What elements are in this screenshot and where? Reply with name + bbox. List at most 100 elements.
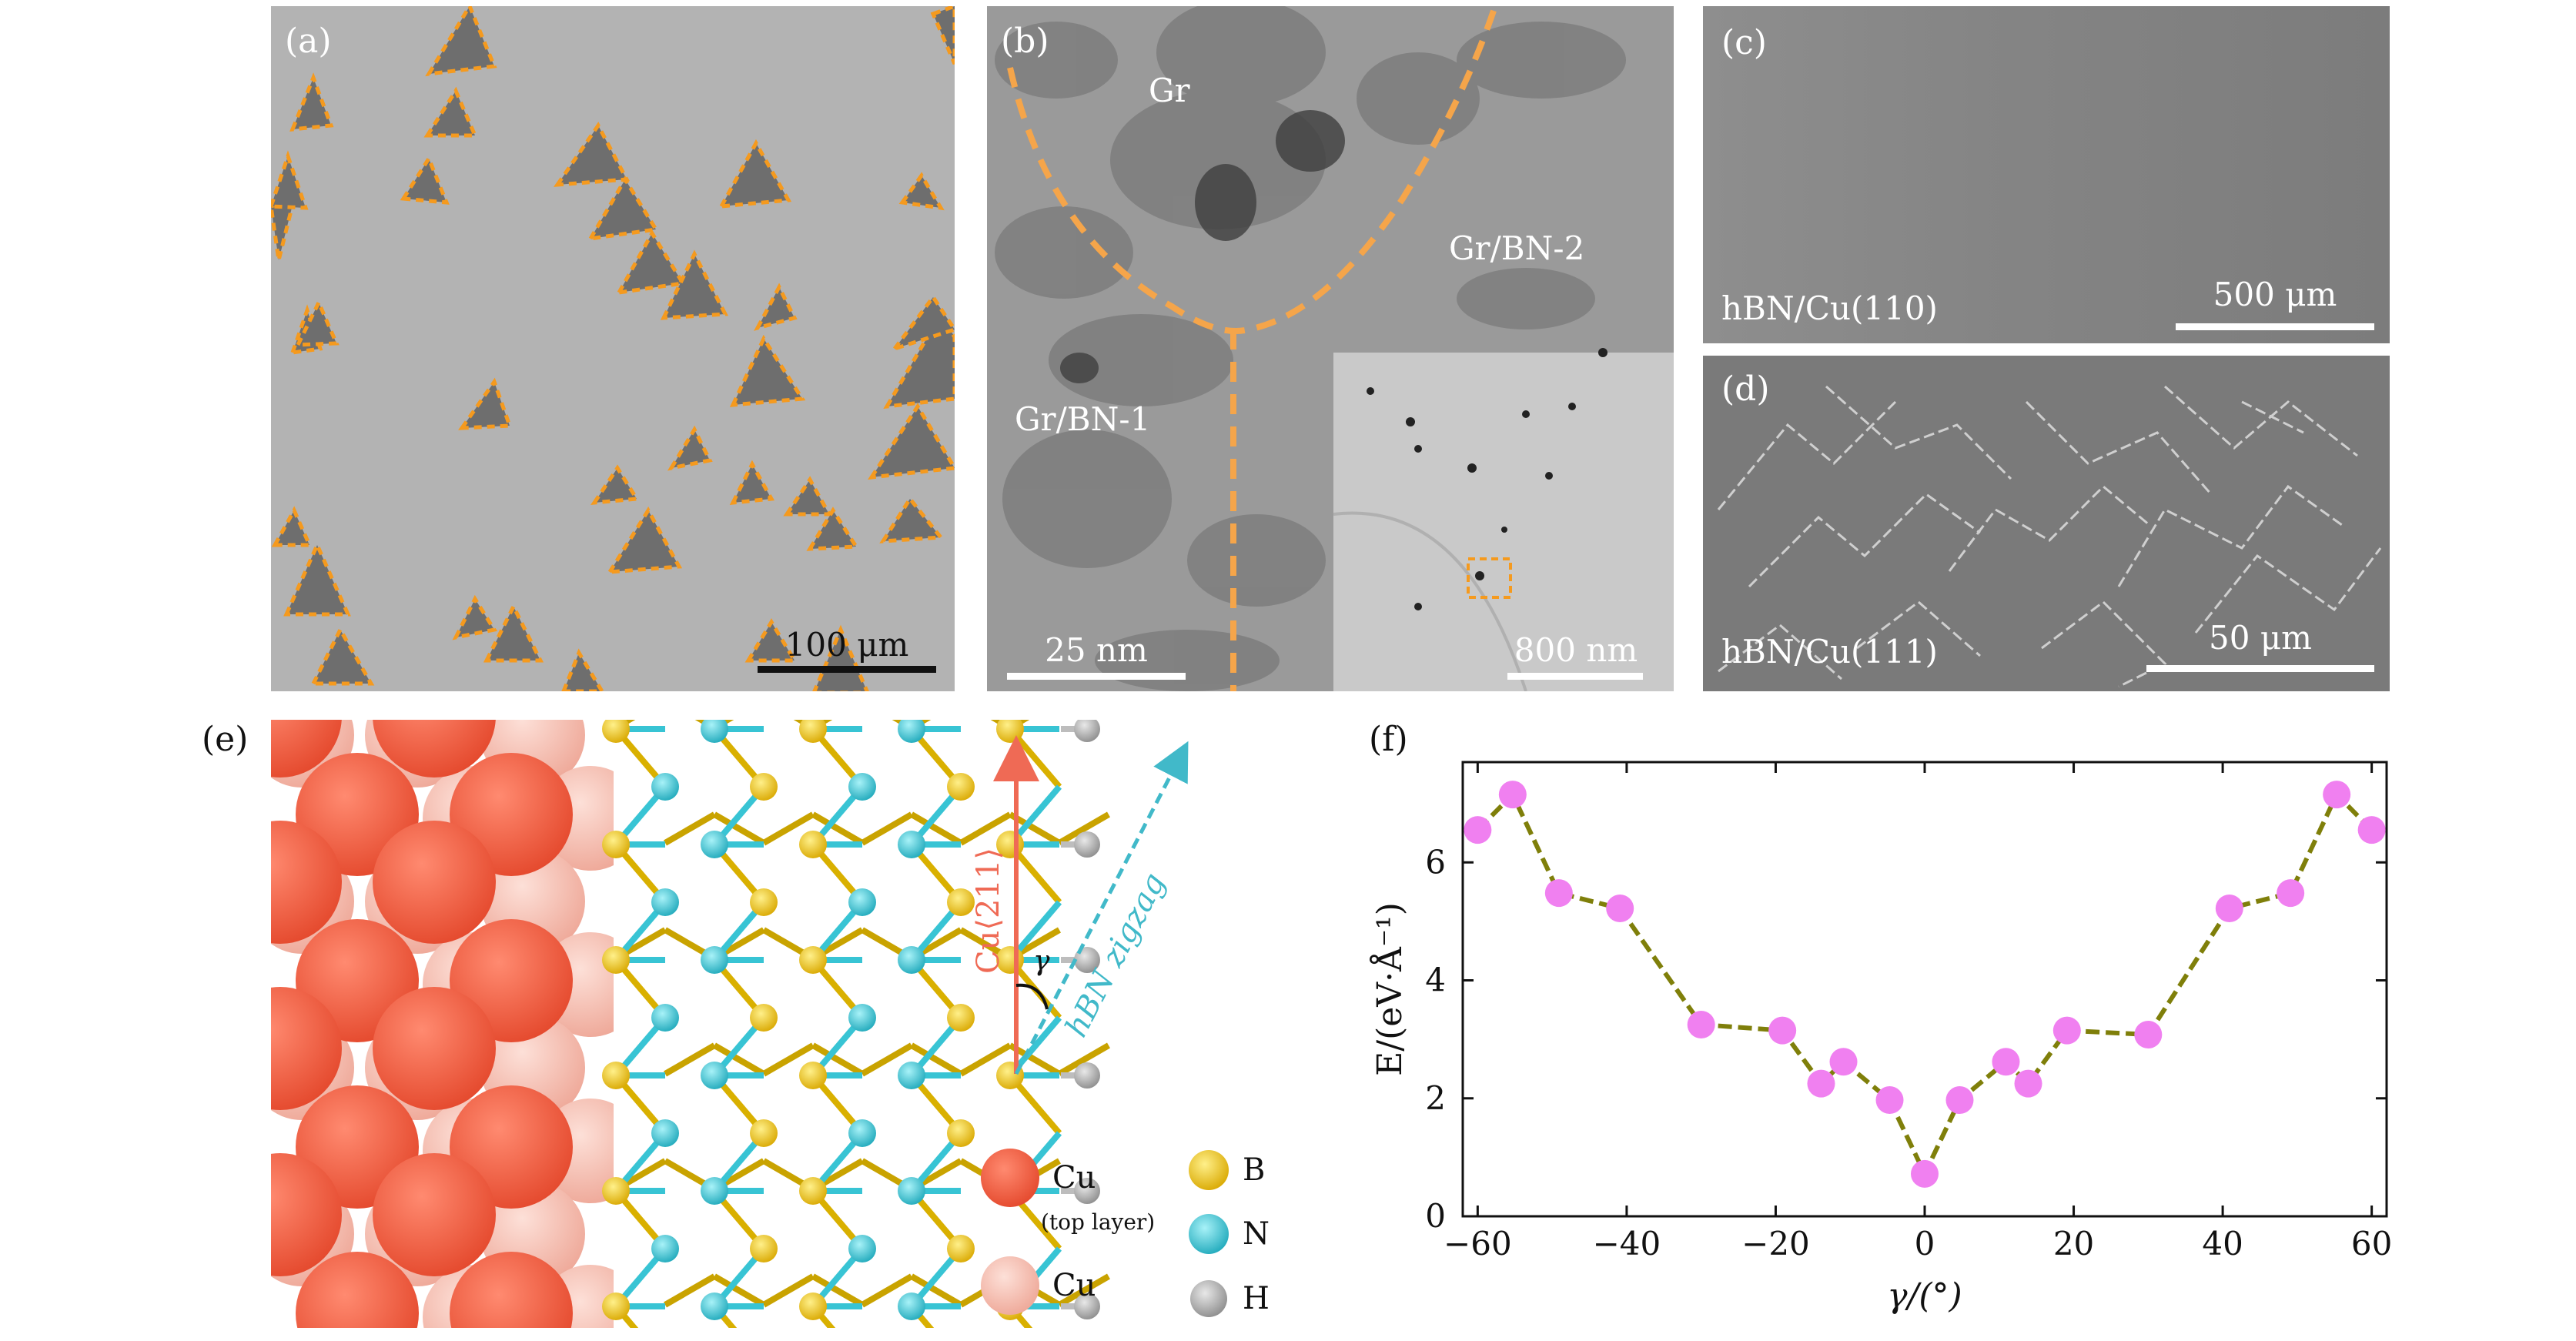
data-point [1807,1069,1835,1098]
data-point [2215,895,2243,923]
panel-e-atomic-model: γ Cu⟨211⟩ hBN zigzag Cu (top layer) Cu B… [271,720,1316,1328]
boron-atom [947,773,975,801]
nitrogen-atom [701,946,728,974]
cu-top-atom [271,1153,342,1276]
boron-atom [750,1119,778,1147]
data-point [1687,1010,1715,1038]
data-point [2277,879,2305,908]
energy-vs-angle-chart: −60 −40 −20 0 20 40 60 0 2 4 6 γ/(°) E/(eV·Å⁻¹) [1369,761,2392,1316]
boron-atom [750,1004,778,1032]
nitrogen-atom [701,720,728,743]
panel-b-tem-image: (b) Gr Gr/BN-2 Gr/BN-1 25 nm 800 nm [987,6,1674,691]
panel-d-scale-label: 50 μm [2209,619,2312,657]
y-tick-label: 2 [1425,1079,1446,1117]
cu-top-atom [271,821,342,944]
boron-atom [799,1293,827,1320]
nitrogen-atom [701,831,728,858]
hbn-bond [1057,811,1111,846]
boron-atom [799,946,827,974]
hbn-bond [1057,1273,1111,1308]
hbn-bond [958,1042,1012,1077]
data-point [2357,816,2386,844]
y-tick-label: 6 [1425,843,1446,881]
hbn-bond [909,1273,963,1308]
legend-cu-label: Cu [1052,1268,1096,1303]
hydrogen-atom [1074,831,1100,858]
cu-top-atom [373,720,496,778]
nitrogen-atom [848,1235,876,1262]
x-axis-label: γ/(°) [1887,1276,1962,1316]
legend-b-label: B [1243,1152,1265,1188]
data-point [2014,1069,2042,1098]
panel-f-chart: −60 −40 −20 0 20 40 60 0 2 4 6 γ/(°) E/(eV·Å⁻¹) [1363,754,2425,1339]
nitrogen-atom [701,1062,728,1089]
panel-b-scale-label: 25 nm [1045,631,1148,669]
hbn-domain-boundaries-drawing [1717,385,2382,688]
data-point [1498,781,1527,809]
hbn-bond [761,1042,815,1077]
legend-h-swatch [1190,1280,1227,1317]
hbn-triangles-drawing [271,6,955,691]
data-point [2134,1021,2163,1048]
data-point [2323,781,2351,809]
nitrogen-atom [651,888,679,916]
cu-top-atom [450,1252,573,1328]
y-axis-label: E/(eV·Å⁻¹) [1369,902,1410,1076]
boron-atom [947,1119,975,1147]
x-tick-label: 0 [1915,1225,1935,1262]
region-label-gr-bn-2: Gr/BN-2 [1449,229,1585,267]
data-point [1829,1048,1858,1076]
nitrogen-atom [651,1004,679,1032]
panel-b-scale-bar [1007,673,1186,680]
boron-atom [799,1177,827,1205]
hbn-bond [663,1273,717,1308]
hbn-bond [958,811,1012,846]
x-tick-label: 40 [2202,1225,2243,1262]
nitrogen-atom [651,773,679,801]
atom-legend: Cu (top layer) Cu B N H [981,1149,1270,1317]
data-point [1464,816,1492,844]
x-tick-label: −60 [1444,1225,1512,1262]
nitrogen-atom [651,1235,679,1262]
hbn-bond [1057,1042,1111,1077]
boron-atom [799,831,827,858]
nitrogen-atom [701,1293,728,1320]
inset-scale-bar [1507,673,1643,680]
y-tick-label: 4 [1425,961,1446,999]
boron-atom [602,946,630,974]
hbn-zigzag-arrow [1014,741,1189,1075]
cu-top-atom [296,1252,419,1328]
tem-texture-drawing [995,6,1674,691]
boron-atom [947,1004,975,1032]
boron-atom [750,773,778,801]
nitrogen-atom [898,1177,925,1205]
hbn-bond [811,1273,865,1308]
hbn-bond [909,811,963,846]
data-point [1606,895,1634,923]
plot-frame [1461,761,2388,1218]
boron-atom [947,888,975,916]
panel-b-label: (b) [1001,22,1049,61]
nitrogen-atom [651,1119,679,1147]
cu-hbn-interface-drawing: γ Cu⟨211⟩ hBN zigzag Cu (top layer) Cu B… [271,720,1270,1328]
hbn-bond [663,1042,717,1077]
boron-atom [602,1062,630,1089]
gamma-label: γ [1033,945,1050,977]
hbn-bond [909,1042,963,1077]
x-tick-label: −40 [1593,1225,1661,1262]
hbn-bond [860,1042,914,1077]
panel-c-label: (c) [1721,23,1767,62]
cu-top-atom [271,987,342,1110]
boron-atom [602,831,630,858]
nitrogen-atom [848,888,876,916]
cu-top-atom [373,821,496,944]
data-point [1544,879,1573,908]
nitrogen-atom [848,1004,876,1032]
y-tick-label: 0 [1425,1197,1446,1235]
series-line [1476,790,2374,1179]
legend-cu-swatch [981,1256,1039,1315]
hydrogen-atom [1074,1062,1100,1089]
hbn-bond [761,811,815,846]
panel-c-sem-image: (c) hBN/Cu(110) 500 μm [1703,6,2390,343]
x-tick-label: 60 [2351,1225,2392,1262]
